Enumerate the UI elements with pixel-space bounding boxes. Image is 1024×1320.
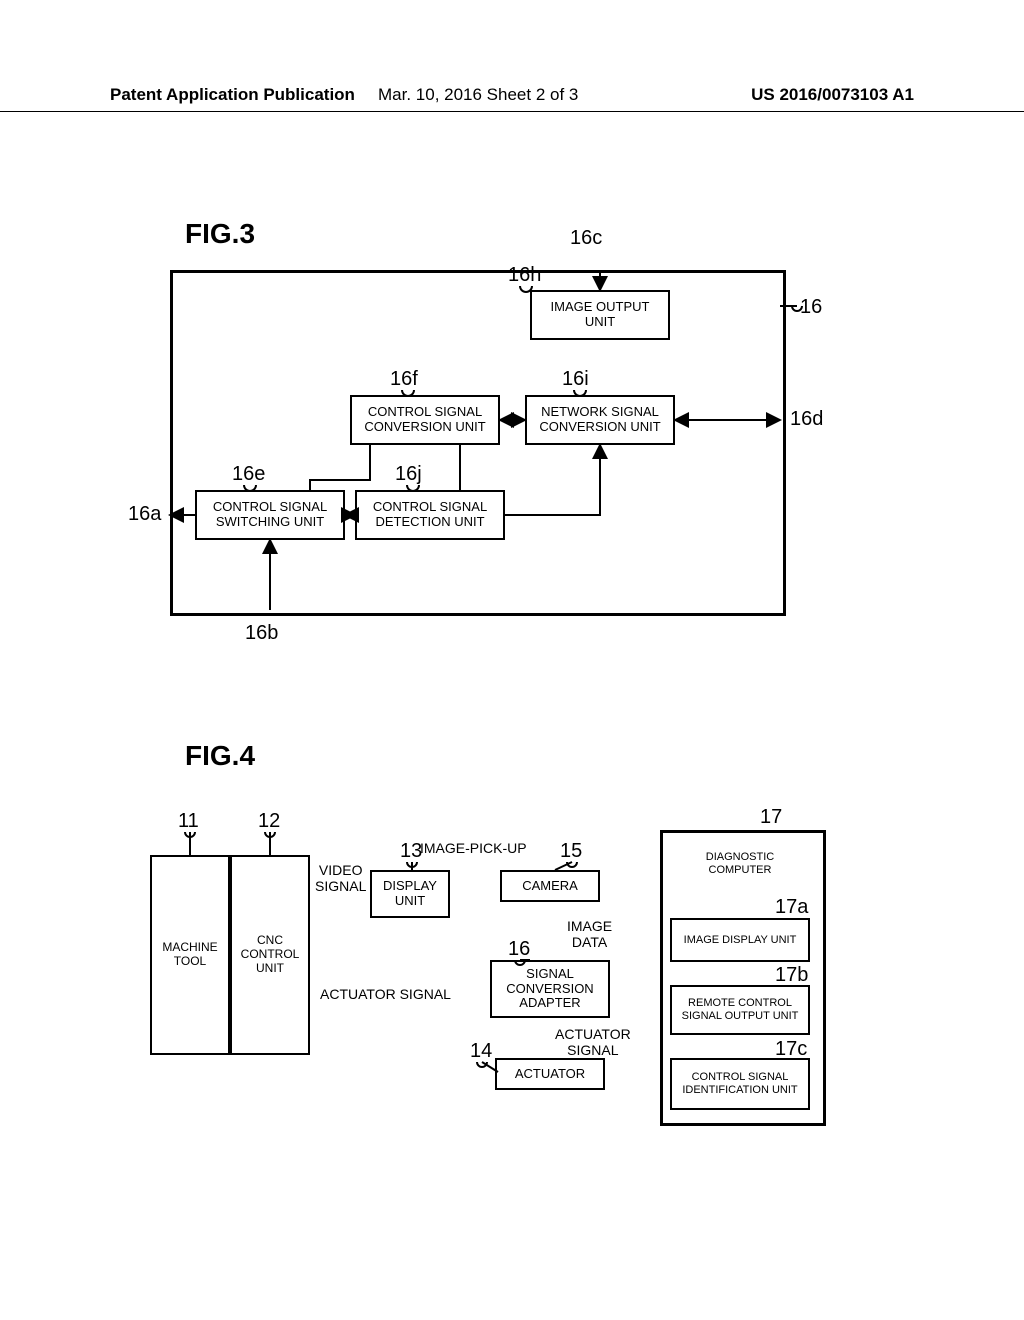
fig3-image-output-unit: IMAGE OUTPUT UNIT [530,290,670,340]
fig4-ref-17c: 17c [775,1038,807,1061]
fig4-ref-16: 16 [508,938,530,961]
fig4-ref-17a: 17a [775,896,808,919]
fig3-ref-16i: 16i [562,368,589,391]
header-left: Patent Application Publication [110,85,378,105]
fig4-title: FIG.4 [185,740,255,772]
fig3-i-text: NETWORK SIGNAL CONVERSION UNIT [530,405,670,435]
header-row: Patent Application Publication Mar. 10, … [0,85,1024,111]
fig4-machine-text: MACHINE TOOL [155,941,225,969]
header-right: US 2016/0073103 A1 [646,85,914,105]
fig4-actuator: ACTUATOR [495,1058,605,1090]
fig3-ref-16d: 16d [790,408,823,431]
fig4-image-display-unit: IMAGE DISPLAY UNIT [670,918,810,962]
fig3-h-text: IMAGE OUTPUT UNIT [535,300,665,330]
fig4-display-unit: DISPLAY UNIT [370,870,450,918]
fig4-label-actuator-signal-2: ACTUATOR SIGNAL [555,1026,631,1058]
fig3-ref-16e: 16e [232,463,265,486]
fig4-actuator-text: ACTUATOR [515,1067,585,1082]
fig4-remote-control-signal-output-unit: REMOTE CONTROL SIGNAL OUTPUT UNIT [670,985,810,1035]
fig3-ref-16j: 16j [395,463,422,486]
fig3-control-signal-detection-unit: CONTROL SIGNAL DETECTION UNIT [355,490,505,540]
fig4-signal-conversion-adapter: SIGNAL CONVERSION ADAPTER [490,960,610,1018]
fig3-ref-16c: 16c [570,227,602,250]
fig4-camera-text: CAMERA [522,879,578,894]
fig4-diagnostic-computer: DIAGNOSTIC COMPUTER [670,840,810,888]
fig4-ref-12: 12 [258,810,280,833]
fig4-ref-17: 17 [760,806,782,829]
fig4-diagcomp-text: DIAGNOSTIC COMPUTER [673,851,807,876]
fig4-cnc-text: CNC CONTROL UNIT [235,934,305,975]
header-mid: Mar. 10, 2016 Sheet 2 of 3 [378,85,646,105]
fig4-display-text: DISPLAY UNIT [375,879,445,909]
fig3-ref-16a: 16a [128,503,161,526]
fig4-ref-11: 11 [178,810,199,833]
fig4-ref-13: 13 [400,840,422,863]
fig4-remote-text: REMOTE CONTROL SIGNAL OUTPUT UNIT [675,997,805,1022]
fig3-j-text: CONTROL SIGNAL DETECTION UNIT [360,500,500,530]
fig4-camera: CAMERA [500,870,600,902]
page: Patent Application Publication Mar. 10, … [0,0,1024,1320]
fig4-ref-14: 14 [470,1040,492,1063]
fig4-label-image-data: IMAGE DATA [567,918,612,950]
fig4-ident-text: CONTROL SIGNAL IDENTIFICATION UNIT [675,1071,805,1096]
fig4-machine-tool: MACHINE TOOL [150,855,230,1055]
fig3-e-text: CONTROL SIGNAL SWITCHING UNIT [200,500,340,530]
fig3-ref-16f: 16f [390,368,418,391]
fig4-control-signal-identification-unit: CONTROL SIGNAL IDENTIFICATION UNIT [670,1058,810,1110]
fig4-imgdisp-text: IMAGE DISPLAY UNIT [684,934,797,947]
fig4-ref-15: 15 [560,840,582,863]
fig3-ref-16h: 16h [508,264,541,287]
fig4-ref-17b: 17b [775,964,808,987]
fig4-label-video-signal: VIDEO SIGNAL [315,862,366,894]
fig4-label-actuator-signal: ACTUATOR SIGNAL [320,986,451,1002]
fig3-control-signal-switching-unit: CONTROL SIGNAL SWITCHING UNIT [195,490,345,540]
fig3-network-signal-conversion-unit: NETWORK SIGNAL CONVERSION UNIT [525,395,675,445]
fig3-control-signal-conversion-unit: CONTROL SIGNAL CONVERSION UNIT [350,395,500,445]
fig3-f-text: CONTROL SIGNAL CONVERSION UNIT [355,405,495,435]
fig3-ref-16: 16 [800,296,822,319]
fig3-title: FIG.3 [185,218,255,250]
fig3-ref-16b: 16b [245,622,278,645]
fig4-cnc-control-unit: CNC CONTROL UNIT [230,855,310,1055]
fig4-adapter-text: SIGNAL CONVERSION ADAPTER [495,967,605,1012]
page-header: Patent Application Publication Mar. 10, … [0,85,1024,112]
fig4-wires [0,0,1024,1320]
fig4-label-image-pickup: IMAGE-PICK-UP [420,840,527,856]
